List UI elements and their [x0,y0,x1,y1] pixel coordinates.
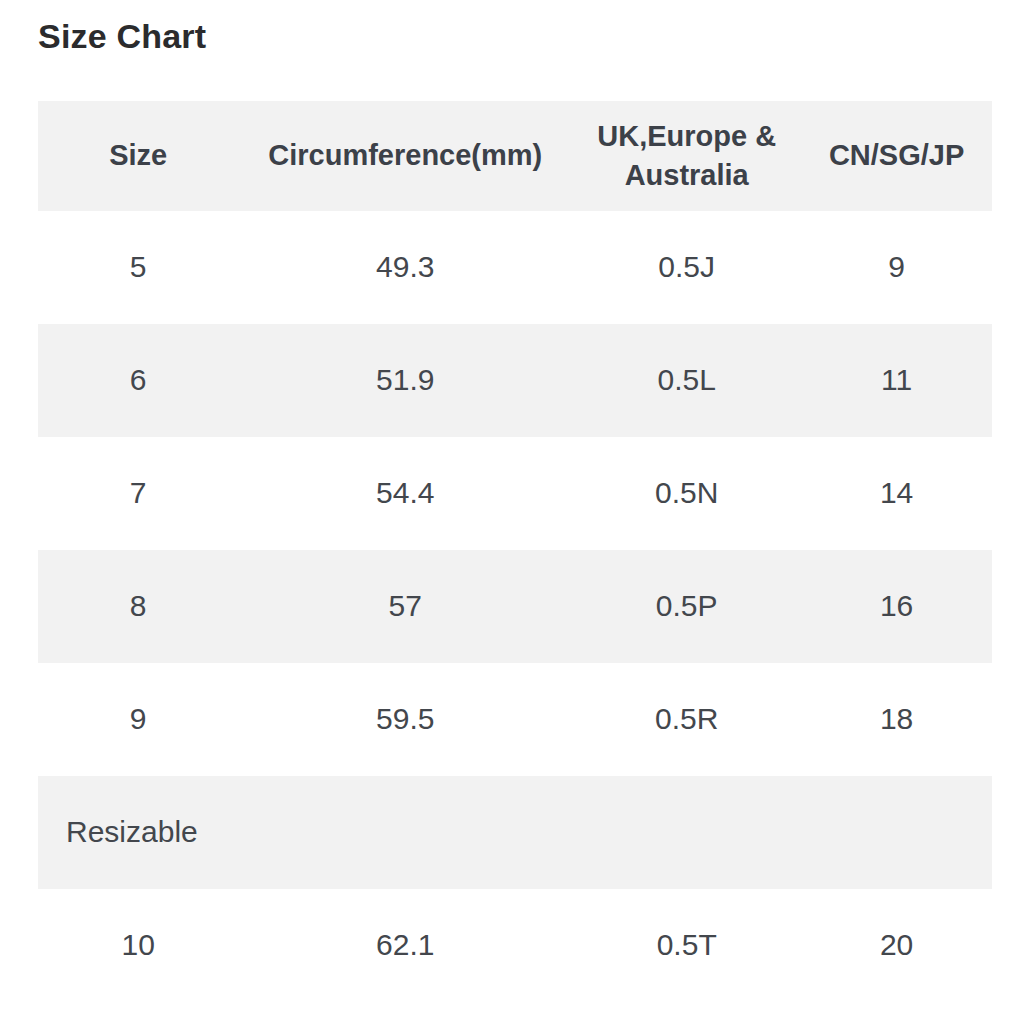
cell-circumference: 57 [238,550,572,663]
table-row: 5 49.3 0.5J 9 [38,211,992,324]
column-header-cn-sg-jp: CN/SG/JP [801,101,992,211]
size-chart-section: Size Chart Size Circumference(mm) UK,Eur… [0,0,1024,1024]
cell-resizable: Resizable [38,776,992,889]
cell-uk-europe-australia: 0.5R [572,663,801,776]
cell-cn-sg-jp: 14 [801,437,992,550]
cell-circumference: 62.1 [238,889,572,1002]
table-row: 9 59.5 0.5R 18 [38,663,992,776]
table-row: 8 57 0.5P 16 [38,550,992,663]
cell-size: 9 [38,663,238,776]
cell-size: 7 [38,437,238,550]
table-row-resizable: Resizable [38,776,992,889]
page-title: Size Chart [0,0,1024,57]
cell-cn-sg-jp: 18 [801,663,992,776]
column-header-uk-europe-australia: UK,Europe & Australia [572,101,801,211]
cell-circumference: 49.3 [238,211,572,324]
cell-uk-europe-australia: 0.5P [572,550,801,663]
cell-uk-europe-australia: 0.5T [572,889,801,1002]
size-chart-table: Size Circumference(mm) UK,Europe & Austr… [38,101,992,1002]
cell-cn-sg-jp: 11 [801,324,992,437]
cell-cn-sg-jp: 16 [801,550,992,663]
cell-circumference: 54.4 [238,437,572,550]
table-row: 6 51.9 0.5L 11 [38,324,992,437]
cell-size: 5 [38,211,238,324]
cell-uk-europe-australia: 0.5L [572,324,801,437]
cell-cn-sg-jp: 9 [801,211,992,324]
cell-size: 10 [38,889,238,1002]
column-header-size: Size [38,101,238,211]
header-row: Size Circumference(mm) UK,Europe & Austr… [38,101,992,211]
cell-uk-europe-australia: 0.5J [572,211,801,324]
column-header-circumference: Circumference(mm) [238,101,572,211]
cell-size: 8 [38,550,238,663]
cell-cn-sg-jp: 20 [801,889,992,1002]
table-row: 10 62.1 0.5T 20 [38,889,992,1002]
cell-uk-europe-australia: 0.5N [572,437,801,550]
cell-size: 6 [38,324,238,437]
cell-circumference: 59.5 [238,663,572,776]
table-row: 7 54.4 0.5N 14 [38,437,992,550]
cell-circumference: 51.9 [238,324,572,437]
